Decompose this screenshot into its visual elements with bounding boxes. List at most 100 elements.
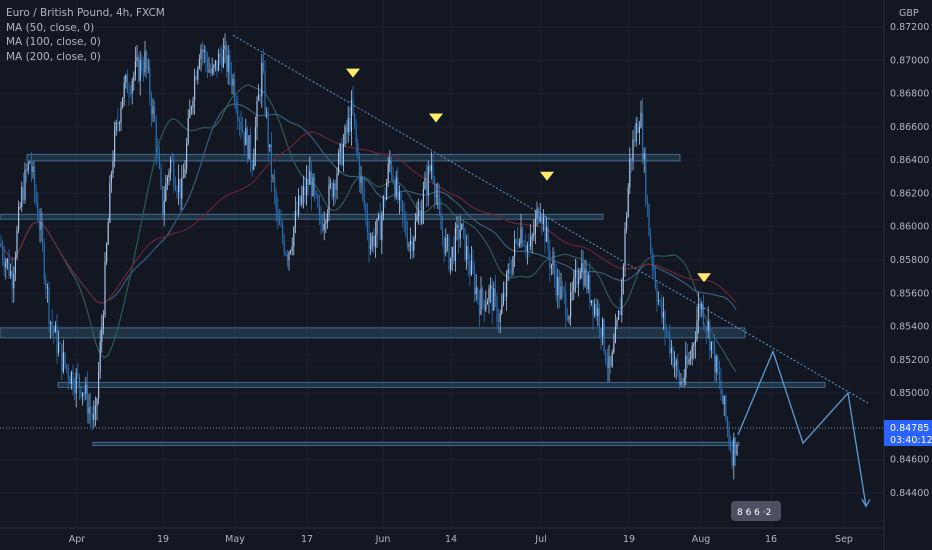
candle-body [317, 195, 319, 207]
candle-body [611, 352, 613, 367]
candle-body [229, 55, 231, 75]
candle-body [187, 118, 189, 144]
candle-body [670, 348, 672, 353]
candle-body [123, 82, 125, 98]
candle-body [349, 118, 351, 132]
candle-body [109, 182, 111, 223]
candle-body [560, 286, 562, 299]
candle-body [730, 442, 732, 450]
candle-body [694, 339, 696, 345]
candle-body [344, 126, 346, 144]
candle-body [96, 398, 98, 406]
candle-body [374, 235, 376, 247]
candle-body [267, 112, 269, 148]
candle-body [35, 190, 37, 203]
candle-body [533, 233, 535, 237]
candle-body [392, 175, 394, 183]
legend-symbol: Euro / British Pound, 4h, FXCM [6, 7, 165, 19]
candle-body [242, 129, 244, 132]
candle-body [194, 76, 196, 101]
candle-body [675, 360, 677, 365]
candle-body [280, 224, 282, 226]
candle-body [56, 325, 58, 353]
support-resistance-zone[interactable] [0, 327, 746, 339]
candle-body [78, 374, 80, 387]
candle-body [5, 262, 7, 268]
candle-body [616, 319, 618, 327]
candle-body [365, 204, 367, 214]
candle-body [640, 112, 642, 128]
candle-body [99, 341, 101, 372]
candle-body [27, 163, 29, 172]
candle-body [480, 288, 482, 315]
candle-body [182, 177, 184, 179]
candle-body [442, 229, 444, 237]
candle-body [222, 49, 224, 67]
candle-body [240, 121, 242, 130]
candle-body [621, 280, 623, 316]
projection-path[interactable] [737, 349, 867, 507]
candle-body [282, 225, 284, 240]
candle-body [219, 53, 221, 57]
candle-body [160, 168, 162, 187]
candle-body [574, 269, 576, 279]
candle-body [336, 173, 338, 190]
candle-body [440, 212, 442, 230]
candle-body [526, 244, 528, 251]
candle-body [354, 113, 356, 125]
candle-body [669, 333, 671, 353]
support-resistance-zone[interactable] [26, 153, 681, 162]
candle-body [250, 135, 252, 164]
support-resistance-zone[interactable] [0, 213, 604, 220]
candle-body [3, 258, 5, 268]
price-tag: 0.84785 03:40:12 [884, 420, 932, 446]
candle-body [714, 343, 716, 373]
candle-body [298, 196, 300, 215]
candle-body [387, 164, 389, 184]
candle-body [693, 344, 695, 347]
candle-body [168, 172, 170, 178]
y-tick-label: 0.85600 [890, 288, 929, 299]
candle-body [165, 182, 167, 201]
candle-body [264, 70, 266, 113]
candle-body [477, 287, 479, 299]
candle-body [389, 160, 391, 165]
candle-body [278, 217, 280, 225]
support-resistance-zone[interactable] [57, 381, 826, 388]
candle-body [174, 185, 176, 190]
y-tick-label: 0.86400 [890, 155, 929, 166]
candle-body [514, 239, 516, 257]
candle-body [581, 262, 583, 273]
candle-body [682, 381, 684, 383]
candle-body [502, 293, 504, 305]
candle-body [424, 177, 426, 189]
candle-body [667, 332, 669, 334]
candle-body [302, 186, 304, 196]
candle-body [672, 348, 674, 367]
candle-body [603, 319, 605, 353]
candle-body [61, 343, 63, 372]
candle-body [563, 288, 565, 293]
support-resistance-zone[interactable] [92, 441, 740, 446]
candle-body [163, 200, 165, 215]
candle-body [720, 380, 722, 395]
candle-body [235, 102, 237, 111]
candle-body [590, 300, 592, 304]
x-tick-label: 17 [301, 534, 313, 545]
candle-body [453, 246, 455, 261]
projection-arrow-icon [861, 498, 871, 508]
candle-body [310, 171, 312, 196]
candle-body [544, 216, 546, 242]
candle-body [126, 75, 128, 93]
candle-body [627, 187, 629, 217]
candle-body [11, 270, 13, 289]
candle-body [358, 156, 360, 183]
candle-body [227, 55, 229, 72]
candle-body [13, 273, 15, 289]
candle-body [181, 178, 183, 199]
y-tick-label: 0.86000 [890, 222, 929, 233]
candle-body [573, 278, 575, 292]
candle-body [294, 210, 296, 228]
candle-body [674, 364, 676, 367]
